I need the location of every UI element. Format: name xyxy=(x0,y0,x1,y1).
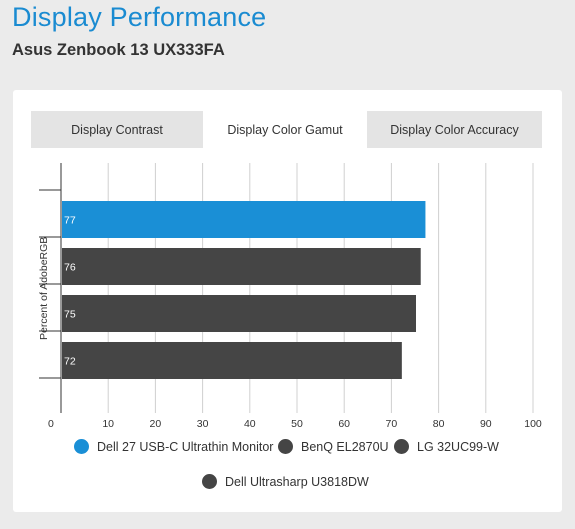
legend-item: LG 32UC99-W xyxy=(394,439,499,454)
x-tick-label: 80 xyxy=(433,418,445,430)
bar xyxy=(62,248,421,285)
x-tick-label: 60 xyxy=(338,418,350,430)
tab-display-color-gamut[interactable]: Display Color Gamut xyxy=(203,111,367,148)
bar xyxy=(62,201,426,238)
x-tick-label: 0 xyxy=(48,418,54,430)
bar-value-label: 75 xyxy=(64,309,76,321)
x-tick-label: 40 xyxy=(244,418,256,430)
x-tick-label: 20 xyxy=(150,418,162,430)
page-title: Display Performance xyxy=(12,2,267,32)
legend-item: Dell Ultrasharp U3818DW xyxy=(202,474,369,489)
chart-tabs: Display Contrast Display Color Gamut Dis… xyxy=(31,111,542,148)
x-tick-label: 70 xyxy=(386,418,398,430)
x-tick-label: 100 xyxy=(524,418,542,430)
tab-display-contrast[interactable]: Display Contrast xyxy=(71,122,163,137)
bar xyxy=(62,342,402,379)
bar-value-label: 76 xyxy=(64,262,76,274)
bar-value-label: 77 xyxy=(64,215,76,227)
legend-label: BenQ EL2870U xyxy=(301,439,389,454)
chart-card: Display Contrast Display Color Gamut Dis… xyxy=(13,90,562,512)
legend-label: Dell Ultrasharp U3818DW xyxy=(225,474,369,489)
tab-display-color-accuracy[interactable]: Display Color Accuracy xyxy=(390,122,519,137)
legend-swatch xyxy=(278,439,293,454)
page-subtitle: Asus Zenbook 13 UX333FA xyxy=(12,41,225,59)
legend-swatch xyxy=(394,439,409,454)
x-tick-label: 50 xyxy=(291,418,303,430)
legend-swatch xyxy=(202,474,217,489)
legend-label: Dell 27 USB-C Ultrathin Monitor xyxy=(97,439,274,454)
legend-item: BenQ EL2870U xyxy=(278,439,389,454)
bar-value-label: 72 xyxy=(64,356,76,368)
legend-swatch xyxy=(74,439,89,454)
x-tick-label: 10 xyxy=(102,418,114,430)
legend-label: LG 32UC99-W xyxy=(417,439,499,454)
x-tick-label: 90 xyxy=(480,418,492,430)
bar xyxy=(62,295,416,332)
bar-chart: 77 76 75 72 0 10 20 30 40 50 60 70 80 90 100 xyxy=(39,163,542,430)
x-tick-label: 30 xyxy=(197,418,209,430)
y-axis-label: Percent of AdobeRGB xyxy=(38,236,50,340)
legend-item: Dell 27 USB-C Ultrathin Monitor xyxy=(74,439,273,454)
